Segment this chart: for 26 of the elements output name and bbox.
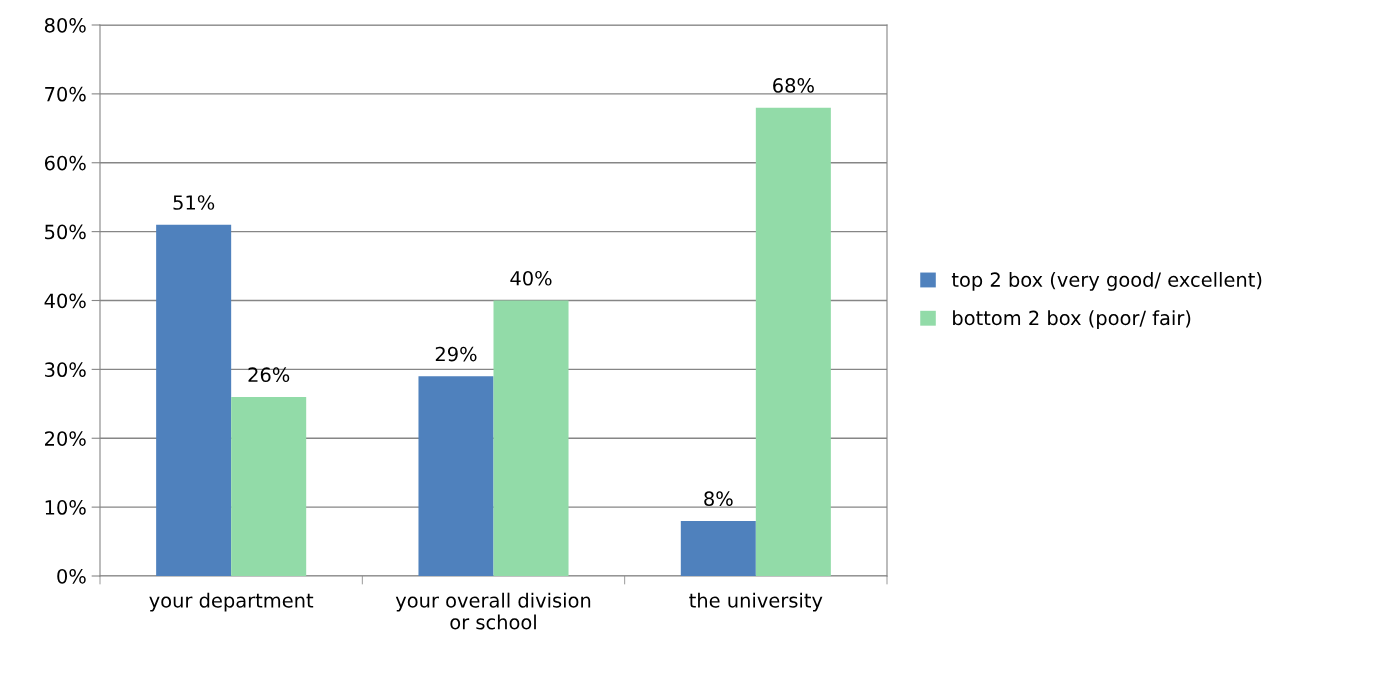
legend-label: bottom 2 box (poor/ fair) <box>953 310 1191 330</box>
data-label: 40% <box>510 270 552 286</box>
bar <box>231 396 307 576</box>
y-tick-label: 80% <box>44 17 86 33</box>
data-label: 68% <box>773 78 814 93</box>
data-label: 51% <box>173 195 215 210</box>
y-tick-label: 20% <box>45 431 86 446</box>
bar <box>418 376 494 576</box>
bar <box>680 520 756 576</box>
data-label: 26% <box>248 367 290 383</box>
bar <box>493 300 569 576</box>
y-tick-label: 10% <box>45 500 86 515</box>
bar <box>755 107 831 576</box>
y-tick-label: 0% <box>57 568 86 584</box>
y-tick-label: 30% <box>45 362 86 378</box>
y-tick-label: 70% <box>45 86 86 102</box>
y-tick-label: 60% <box>44 155 86 171</box>
bar <box>156 224 232 576</box>
x-tick-label: your overall division or school <box>395 592 591 630</box>
legend-label: top 2 box (very good/ excellent) <box>951 271 1262 291</box>
y-tick-label: 40% <box>44 293 86 309</box>
y-tick-label: 50% <box>45 224 86 240</box>
x-tick-label: the university <box>689 592 823 612</box>
data-label: 8% <box>704 491 733 507</box>
data-label: 29% <box>435 346 477 362</box>
x-tick-label: your department <box>149 592 314 612</box>
